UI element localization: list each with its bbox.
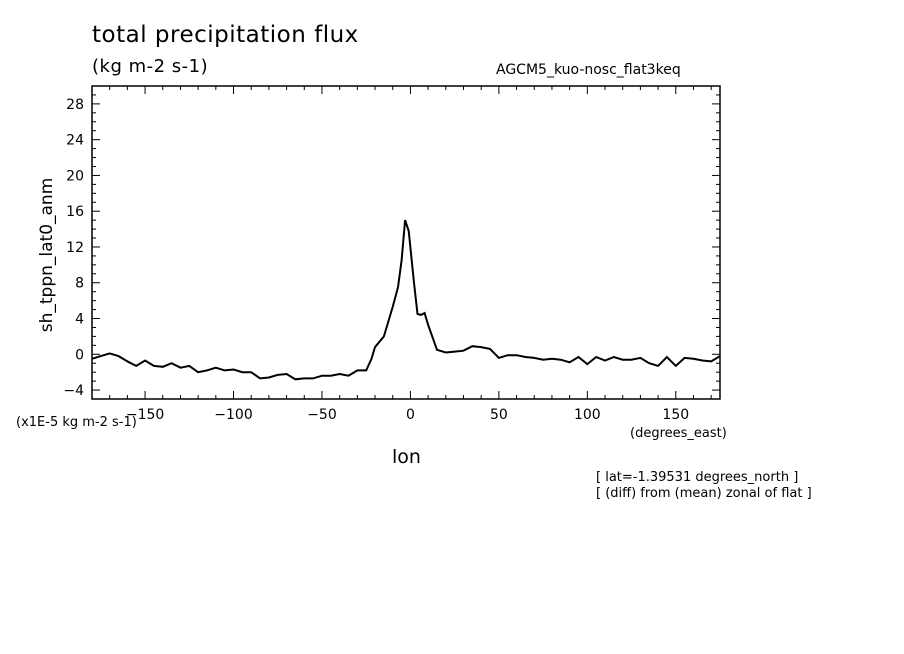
y-tick-label: −4 [63,383,84,399]
y-tick-label: 20 [66,168,84,184]
y-tick-label: 28 [66,97,84,113]
experiment-label: AGCM5_kuo-nosc_flat3keq [496,62,681,78]
y-scale-note: (x1E-5 kg m-2 s-1) [16,415,137,430]
y-tick-label: 4 [75,312,84,328]
y-tick-label: 12 [66,240,84,256]
y-axis-label: sh_tppn_lat0_anm [37,178,57,333]
x-tick-label: −150 [126,407,164,423]
x-tick-label: 100 [574,407,601,423]
x-axis-label: lon [392,446,421,468]
y-tick-labels: −4 0 4 8 12 16 20 24 28 [63,97,84,399]
x-tick-label: 150 [662,407,689,423]
difference-note: [ (diff) from (mean) zonal of flat ] [596,486,812,501]
latitude-note: [ lat=-1.39531 degrees_north ] [596,470,799,485]
chart-units: (kg m-2 s-1) [92,56,209,77]
x-tick-label: −100 [214,407,252,423]
x-tick-labels: −150 −100 −50 0 50 100 150 [126,407,689,423]
x-tick-label: −50 [307,407,337,423]
x-tick-label: 0 [406,407,415,423]
x-tick-label: 50 [490,407,508,423]
x-axis-units: (degrees_east) [630,426,727,441]
y-tick-label: 24 [66,133,84,149]
chart-title: total precipitation flux [92,22,359,48]
y-tick-label: 16 [66,204,84,220]
y-tick-label: 0 [75,347,84,363]
axis-ticks [91,85,720,400]
y-tick-label: 8 [75,276,84,292]
series-line [91,219,721,381]
plot-frame [91,85,721,400]
